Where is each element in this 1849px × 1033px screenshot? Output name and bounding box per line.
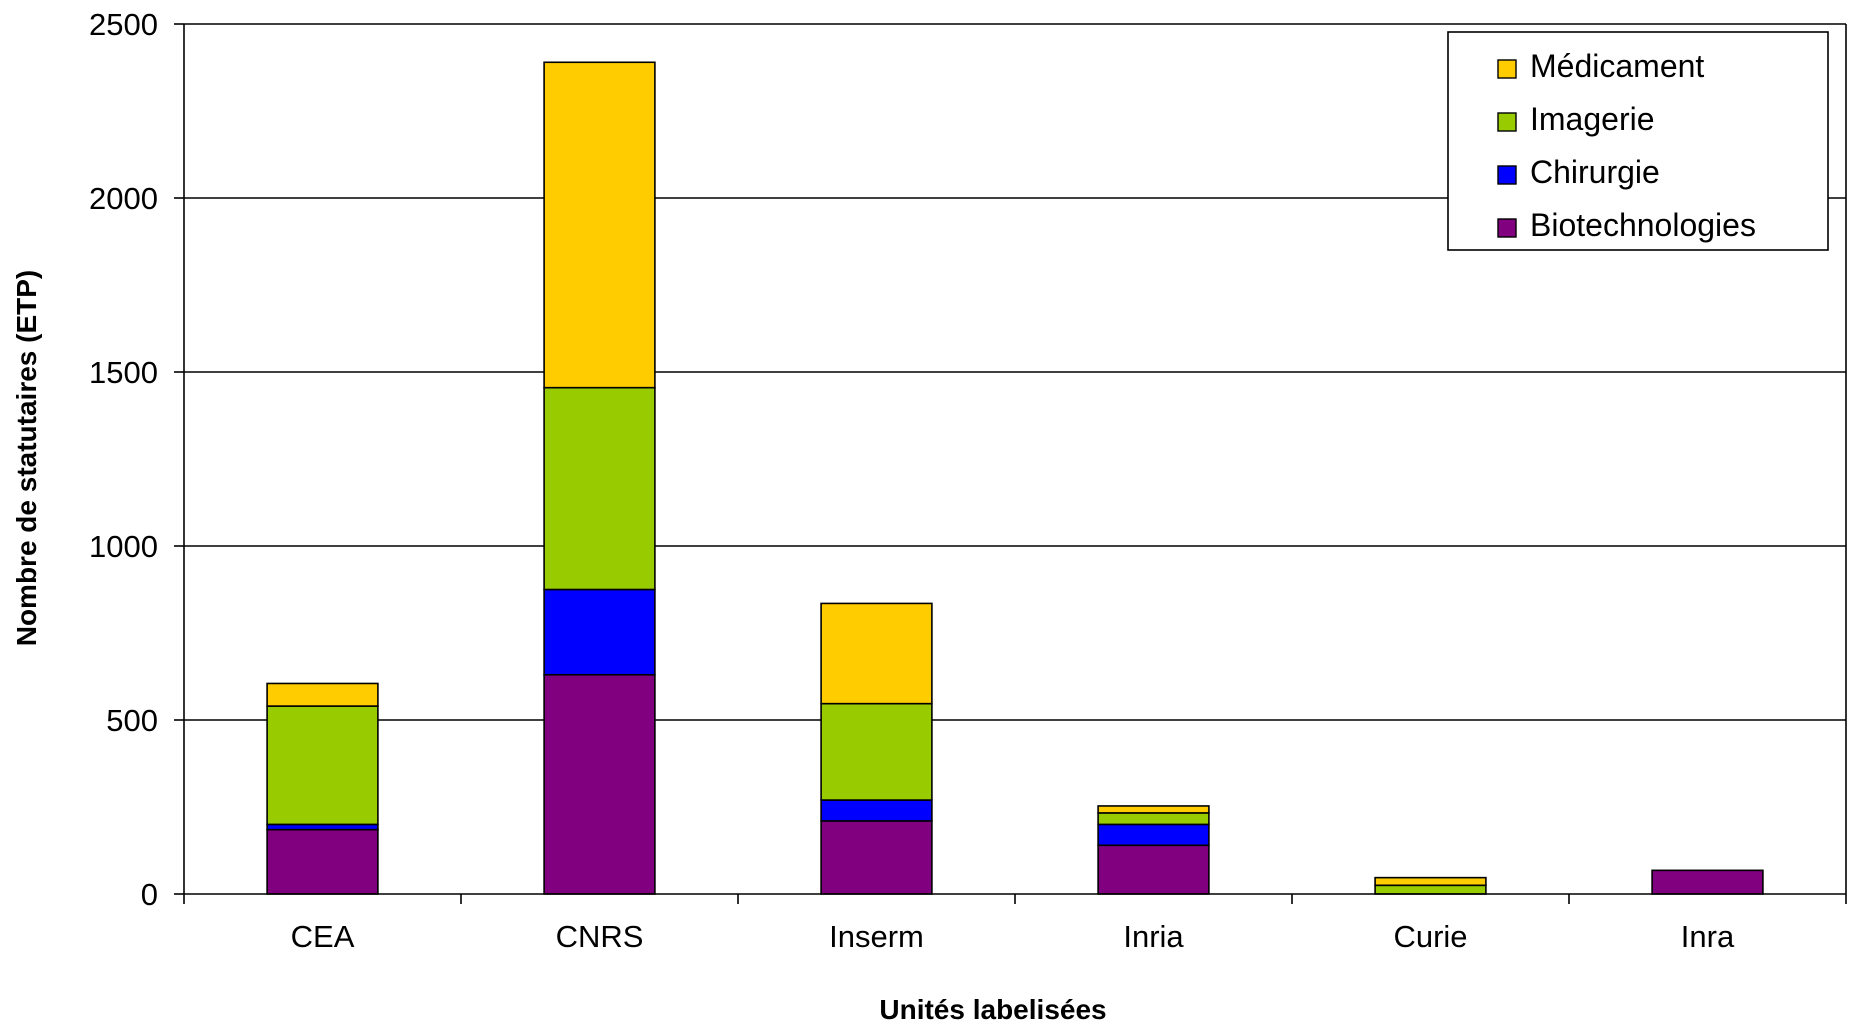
bar-segment-imagerie (266, 705, 379, 826)
bar-segment-biotechnologies (1651, 869, 1764, 895)
bar-segment-m-dicament (1097, 805, 1210, 814)
legend-label: Chirurgie (1530, 154, 1660, 190)
bars (266, 61, 1764, 895)
axes (174, 23, 1847, 904)
y-tick-label: 500 (106, 703, 158, 738)
x-tick-label: CEA (291, 919, 355, 954)
bar-segment-chirurgie (543, 588, 656, 676)
bar-segment-m-dicament (820, 602, 933, 705)
bar-segment-chirurgie (1097, 823, 1210, 847)
x-tick-label: Inra (1681, 919, 1735, 954)
bar-segment-biotechnologies (820, 820, 933, 895)
y-axis-title: Nombre de statutaires (ETP) (11, 270, 42, 647)
bar-segment-m-dicament (543, 61, 656, 389)
bar-segment-imagerie (543, 386, 656, 591)
y-tick-label: 0 (141, 877, 158, 912)
y-tick-label: 2000 (89, 181, 158, 216)
legend-swatch (1497, 165, 1517, 185)
x-axis-title: Unités labelisées (879, 994, 1106, 1025)
x-tick-label: Inserm (829, 919, 924, 954)
legend-label: Biotechnologies (1530, 207, 1756, 243)
tick-labels: 0 500 1000 1500 2000 2500 CEA CNRS Inserm Inria Cu… (89, 7, 1735, 954)
legend-swatch (1497, 218, 1517, 238)
x-tick-label: CNRS (556, 919, 644, 954)
bar-segment-imagerie (1374, 884, 1487, 895)
bar-segment-imagerie (1097, 812, 1210, 826)
bar-segment-biotechnologies (266, 828, 379, 895)
y-tick-label: 1500 (89, 355, 158, 390)
bar-segment-chirurgie (820, 799, 933, 822)
bar-segment-m-dicament (1374, 876, 1487, 887)
legend-label: Médicament (1530, 48, 1704, 84)
legend-swatch (1497, 112, 1517, 132)
y-tick-label: 2500 (89, 7, 158, 42)
bar-segment-biotechnologies (1097, 844, 1210, 895)
legend-swatch (1497, 59, 1517, 79)
legend-label: Imagerie (1530, 101, 1655, 137)
bar-segment-imagerie (820, 702, 933, 801)
x-tick-label: Inria (1123, 919, 1184, 954)
y-tick-label: 1000 (89, 529, 158, 564)
x-tick-label: Curie (1393, 919, 1467, 954)
legend: Médicament Imagerie Chirurgie Biotechnologi… (1447, 31, 1829, 251)
bar-segment-m-dicament (266, 682, 379, 707)
bar-segment-biotechnologies (543, 673, 656, 895)
